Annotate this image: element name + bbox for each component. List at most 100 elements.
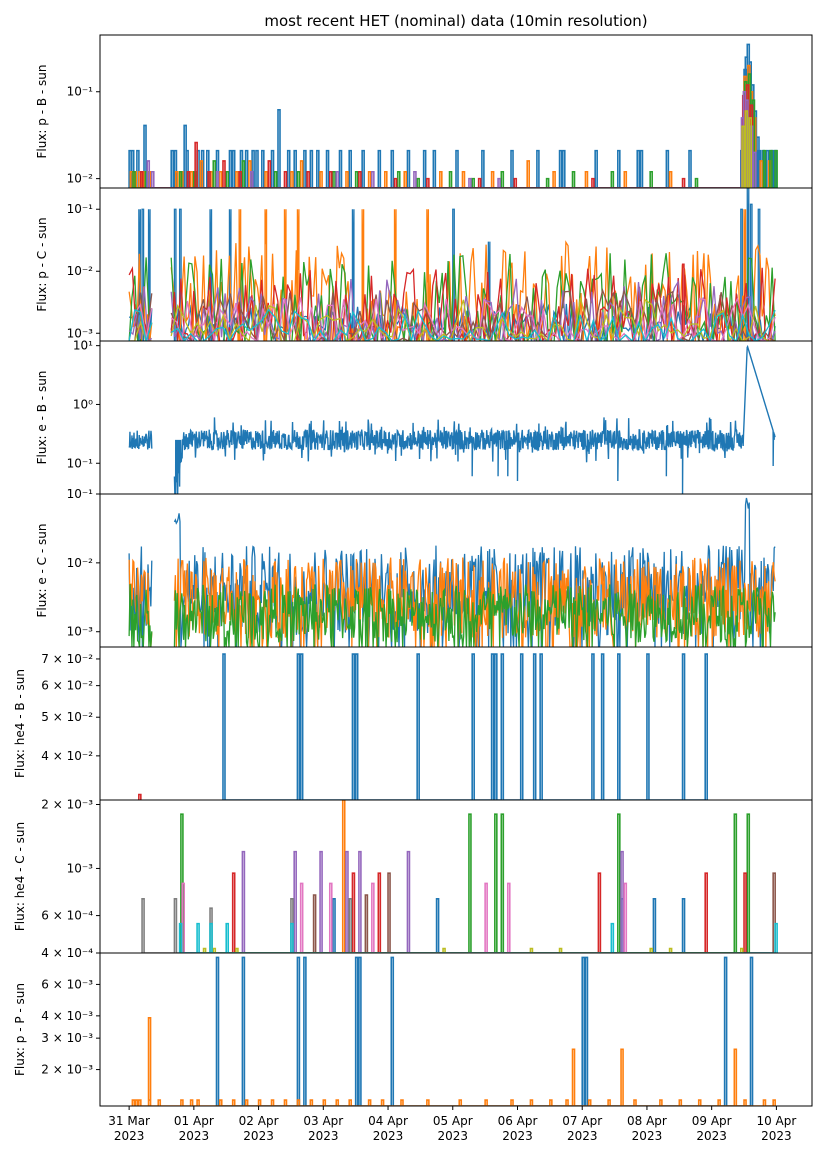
y-tick-label-pP-0: 2 × 10⁻³ xyxy=(41,1063,93,1077)
series-line-pC-5 xyxy=(170,287,776,341)
series-line-eB-0 xyxy=(173,344,776,494)
series-line-he4C-5 xyxy=(312,872,776,953)
x-tick-year-6: 2023 xyxy=(502,1129,533,1143)
y-tick-label-he4B-2: 6 × 10⁻² xyxy=(41,679,93,693)
plot-area-pP xyxy=(131,956,776,1106)
y-tick-label-pB-1: 10⁻¹ xyxy=(67,85,94,99)
y-tick-label-pC-1: 10⁻² xyxy=(67,264,94,278)
series-line-pC-2 xyxy=(128,257,153,341)
y-tick-label-pC-0: 10⁻³ xyxy=(67,326,94,340)
plot-area-eC xyxy=(128,497,776,647)
series-line-he4B-0 xyxy=(222,653,709,800)
panel-eB: 10⁻¹ 10⁰ 10¹ Flux: e - B - sun xyxy=(35,339,813,495)
series-line-pB-1 xyxy=(129,64,772,188)
series-line-pB-3 xyxy=(139,84,754,188)
x-tick-label-5: 05 Apr xyxy=(433,1114,473,1128)
plot-area-he4B xyxy=(138,653,709,800)
x-tick-label-3: 03 Apr xyxy=(303,1114,343,1128)
panel-he4C: 4 × 10⁻⁴ 6 × 10⁻⁴ 10⁻³ 2 × 10⁻³ Flux: he4 - … xyxy=(13,798,813,960)
x-tick-label-8: 08 Apr xyxy=(627,1114,667,1128)
series-line-pC-4 xyxy=(128,286,153,341)
y-axis-label-pB: Flux: p - B - sun xyxy=(35,64,49,158)
series-line-pB-5 xyxy=(741,110,753,188)
chart-title: most recent HET (nominal) data (10min re… xyxy=(264,12,647,30)
y-tick-label-pB-0: 10⁻² xyxy=(67,172,94,186)
x-tick-label-4: 04 Apr xyxy=(368,1114,408,1128)
series-line-he4C-2 xyxy=(180,813,751,953)
x-tick-label-7: 07 Apr xyxy=(562,1114,602,1128)
x-tick-year-3: 2023 xyxy=(308,1129,339,1143)
series-line-pC-7 xyxy=(129,320,152,341)
y-tick-label-he4C-3: 2 × 10⁻³ xyxy=(41,798,93,812)
series-line-he4C-8 xyxy=(202,947,744,953)
plot-area-pC xyxy=(128,188,776,341)
y-axis-label-eC: Flux: e - C - sun xyxy=(35,524,49,618)
x-tick-year-8: 2023 xyxy=(632,1129,663,1143)
y-tick-label-eB-0: 10⁻¹ xyxy=(67,456,94,470)
series-line-he4C-3 xyxy=(231,872,747,953)
series-line-pC-8 xyxy=(170,308,776,341)
panel-frame-eB xyxy=(99,340,813,495)
series-line-he4C-7 xyxy=(141,897,353,953)
plot-area-pB xyxy=(128,43,778,188)
y-tick-label-eC-0: 10⁻³ xyxy=(67,625,94,639)
x-tick-label-9: 09 Apr xyxy=(692,1114,732,1128)
x-tick-year-0: 2023 xyxy=(114,1129,145,1143)
y-tick-label-he4B-1: 5 × 10⁻² xyxy=(41,710,93,724)
series-line-pC-3 xyxy=(170,263,776,341)
y-tick-label-he4C-0: 4 × 10⁻⁴ xyxy=(41,946,93,960)
x-tick-year-1: 2023 xyxy=(179,1129,210,1143)
series-line-he4C-4 xyxy=(241,850,624,953)
panels-group: 10⁻² 10⁻¹ Flux: p - B - sun 10⁻³ 10⁻² 10⁻¹ Flu… xyxy=(13,34,813,1107)
y-tick-label-he4B-3: 7 × 10⁻² xyxy=(41,652,93,666)
panel-pB: 10⁻² 10⁻¹ Flux: p - B - sun xyxy=(35,34,813,189)
x-tick-label-6: 06 Apr xyxy=(498,1114,538,1128)
x-tick-label-1: 01 Apr xyxy=(174,1114,214,1128)
y-axis-label-pP: Flux: p - P - sun xyxy=(13,983,27,1076)
y-tick-label-he4B-0: 4 × 10⁻² xyxy=(41,749,93,763)
panel-pC: 10⁻³ 10⁻² 10⁻¹ Flux: p - C - sun xyxy=(35,187,813,342)
series-line-pP-0 xyxy=(215,956,754,1106)
x-tick-year-2: 2023 xyxy=(243,1129,274,1143)
series-line-pP-1 xyxy=(131,1017,776,1106)
x-tick-label-2: 02 Apr xyxy=(239,1114,279,1128)
series-line-he4C-9 xyxy=(178,922,778,953)
y-tick-label-eB-2: 10¹ xyxy=(73,339,93,353)
series-line-he4C-6 xyxy=(181,882,628,953)
series-line-he4C-0 xyxy=(332,897,686,953)
y-tick-label-pP-2: 4 × 10⁻³ xyxy=(41,1009,93,1023)
x-tick-year-5: 2023 xyxy=(437,1129,468,1143)
y-tick-label-eB-1: 10⁰ xyxy=(73,397,93,411)
series-line-pC-2 xyxy=(170,253,776,341)
series-line-he4B-1 xyxy=(138,793,142,800)
panel-pP: 2 × 10⁻³ 3 × 10⁻³ 4 × 10⁻³ 6 × 10⁻³ Flux: p … xyxy=(13,952,813,1107)
x-tick-year-9: 2023 xyxy=(696,1129,727,1143)
series-line-eC-2 xyxy=(128,584,153,647)
x-tick-year-10: 2023 xyxy=(761,1129,792,1143)
x-tick-label-10: 10 Apr xyxy=(756,1114,796,1128)
series-line-he4C-1 xyxy=(341,800,346,953)
y-axis-label-pC: Flux: p - C - sun xyxy=(35,217,49,311)
y-tick-label-pP-1: 3 × 10⁻³ xyxy=(41,1031,93,1045)
y-tick-label-eC-1: 10⁻² xyxy=(67,556,94,570)
series-line-eC-2 xyxy=(173,583,776,647)
panel-eC: 10⁻³ 10⁻² 10⁻¹ Flux: e - C - sun xyxy=(35,487,813,648)
series-line-pC-4 xyxy=(170,278,776,341)
x-tick-label-0: 31 Mar xyxy=(108,1114,150,1128)
y-tick-label-eC-2: 10⁻¹ xyxy=(67,487,94,501)
series-line-eB-0 xyxy=(128,430,153,450)
plot-area-he4C xyxy=(141,800,778,953)
series-line-pB-0 xyxy=(128,43,778,188)
y-tick-label-he4C-1: 6 × 10⁻⁴ xyxy=(41,909,93,923)
panel-he4B: 4 × 10⁻² 5 × 10⁻² 6 × 10⁻² 7 × 10⁻² Flux: he… xyxy=(13,646,813,801)
y-tick-label-pP-3: 6 × 10⁻³ xyxy=(41,977,93,991)
series-line-pB-2 xyxy=(132,73,778,188)
plot-area-eB xyxy=(128,344,776,494)
panel-frame-pP xyxy=(99,952,813,1107)
series-line-pC-8 xyxy=(128,308,153,341)
y-axis-label-he4B: Flux: he4 - B - sun xyxy=(13,669,27,778)
x-tick-year-7: 2023 xyxy=(567,1129,598,1143)
y-tick-label-pC-2: 10⁻¹ xyxy=(67,202,94,216)
